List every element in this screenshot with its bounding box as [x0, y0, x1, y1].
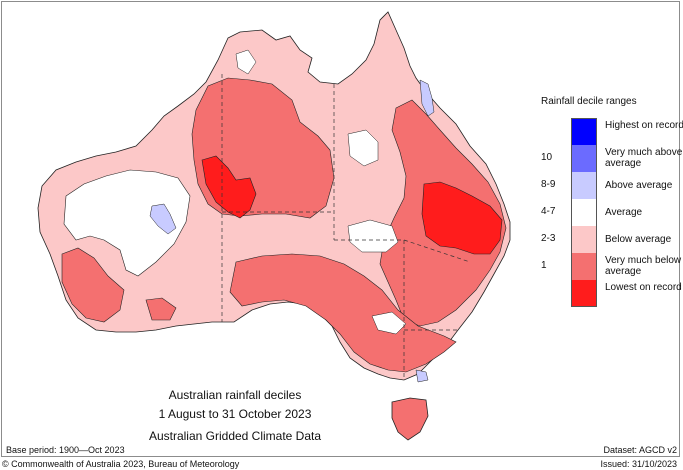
average-patch-sa	[347, 219, 399, 253]
legend-swatch-very-much-above	[571, 145, 597, 172]
legend-range: 10	[541, 152, 553, 163]
average-patch-qld	[347, 129, 379, 167]
legend-swatch-lowest	[571, 280, 597, 307]
legend-title: Rainfall decile ranges	[541, 96, 637, 107]
map-frame	[1, 1, 680, 457]
legend-label: Average	[605, 207, 643, 218]
dataset-label: Dataset: AGCD v2	[603, 445, 677, 455]
very-much-below-southwest	[61, 247, 125, 323]
state-borders	[221, 74, 471, 380]
legend-label: Lowest on record	[605, 282, 682, 293]
lowest-on-record-nt-wa	[201, 155, 257, 219]
legend-label: Very much above average	[605, 147, 683, 169]
legend-swatch-highest	[571, 118, 597, 145]
caption-title: Australian rainfall deciles	[168, 388, 302, 402]
legend-label: Very much below average	[605, 255, 682, 277]
legend-swatch-above	[571, 172, 597, 199]
legend-range: 4-7	[541, 206, 556, 217]
legend-swatch-below	[571, 226, 597, 253]
average-patch-vic	[371, 311, 407, 335]
copyright: © Commonwealth of Australia 2023, Bureau…	[2, 459, 240, 469]
legend-swatch-very-much-below	[571, 253, 597, 280]
caption-period: 1 August to 31 October 2023	[158, 407, 312, 421]
caption-source: Australian Gridded Climate Data	[148, 429, 322, 443]
very-much-below-south	[229, 253, 457, 373]
above-average-spot-qld	[419, 79, 435, 117]
legend-range: 2-3	[541, 233, 556, 244]
legend-range: 1	[541, 260, 547, 271]
issued-date: Issued: 31/10/2023	[600, 459, 677, 469]
legend-range: 8-9	[541, 179, 556, 190]
legend-swatch-average	[571, 199, 597, 226]
average-region-west	[63, 169, 191, 277]
tasmania	[391, 397, 429, 441]
lowest-on-record-qld-nsw	[421, 181, 503, 255]
above-average-spot-wa	[149, 203, 177, 235]
average-patch-north	[235, 49, 257, 75]
above-average-spot-vic	[415, 369, 429, 383]
legend-label: Below average	[605, 234, 672, 245]
base-period: Base period: 1900—Oct 2023	[6, 445, 125, 455]
legend-label: Above average	[605, 180, 673, 191]
very-much-below-bight	[145, 297, 177, 321]
legend-label: Highest on record	[605, 120, 683, 131]
